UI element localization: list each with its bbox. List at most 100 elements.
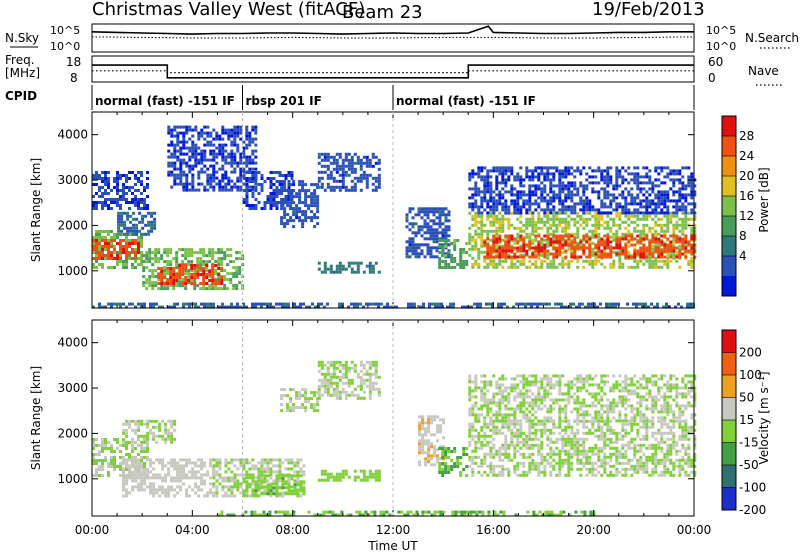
echo-cell bbox=[365, 164, 369, 168]
echo-cell bbox=[332, 167, 336, 171]
echo-cell bbox=[191, 152, 195, 156]
echo-cell bbox=[98, 305, 101, 309]
echo-cell bbox=[184, 287, 188, 291]
echo-cell bbox=[605, 302, 608, 306]
echo-cell bbox=[690, 259, 694, 263]
echo-cell bbox=[507, 175, 511, 179]
echo-cell bbox=[627, 181, 631, 185]
echo-cell bbox=[639, 252, 643, 256]
echo-cell bbox=[137, 207, 140, 210]
echo-cell bbox=[208, 287, 212, 291]
echo-cell bbox=[164, 473, 168, 477]
echo-cell bbox=[149, 302, 152, 306]
echo-cell bbox=[326, 387, 330, 391]
echo-cell bbox=[166, 284, 170, 288]
echo-cell bbox=[202, 260, 206, 264]
echo-cell bbox=[233, 161, 237, 165]
echo-cell bbox=[678, 172, 682, 176]
echo-cell bbox=[164, 491, 168, 495]
echo-cell bbox=[557, 302, 560, 306]
echo-cell bbox=[116, 198, 119, 201]
echo-cell bbox=[248, 134, 252, 138]
echo-cell bbox=[257, 486, 261, 490]
echo-cell bbox=[293, 483, 297, 487]
echo-cell bbox=[145, 254, 149, 258]
echo-cell bbox=[690, 226, 694, 230]
echo-cell bbox=[137, 476, 141, 480]
echo-cell bbox=[170, 185, 174, 189]
echo-cell bbox=[594, 252, 598, 256]
echo-cell bbox=[152, 437, 156, 441]
echo-cell bbox=[188, 485, 192, 489]
echo-cell bbox=[196, 260, 200, 264]
echo-cell bbox=[513, 246, 517, 250]
echo-cell bbox=[173, 461, 177, 465]
echo-cell bbox=[675, 223, 679, 227]
echo-cell bbox=[414, 252, 418, 256]
echo-cell bbox=[302, 486, 306, 490]
echo-cell bbox=[212, 302, 215, 306]
echo-cell bbox=[633, 178, 637, 182]
echo-cell bbox=[561, 229, 565, 233]
echo-cell bbox=[182, 182, 186, 186]
echo-cell bbox=[119, 251, 122, 254]
echo-cell bbox=[558, 220, 562, 224]
echo-cell bbox=[138, 229, 142, 233]
echo-cell bbox=[657, 223, 661, 227]
echo-cell bbox=[603, 205, 607, 209]
echo-cell bbox=[519, 181, 523, 185]
echo-cell bbox=[116, 257, 119, 260]
echo-cell bbox=[480, 190, 484, 194]
echo-cell bbox=[158, 476, 162, 480]
echo-cell bbox=[657, 252, 661, 256]
echo-cell bbox=[654, 259, 658, 263]
echo-cell bbox=[468, 187, 472, 191]
echo-cell bbox=[555, 246, 559, 250]
echo-cell bbox=[560, 305, 563, 309]
echo-cell bbox=[453, 266, 457, 269]
echo-cell bbox=[131, 201, 134, 204]
echo-cell bbox=[528, 220, 532, 224]
echo-cell bbox=[217, 257, 221, 261]
echo-cell bbox=[164, 476, 168, 480]
echo-cell bbox=[537, 265, 541, 269]
echo-cell bbox=[281, 180, 285, 183]
echo-cell bbox=[110, 239, 113, 242]
echo-cell bbox=[188, 182, 192, 186]
echo-cell bbox=[182, 458, 186, 462]
echo-cell bbox=[591, 175, 595, 179]
echo-cell bbox=[633, 208, 637, 212]
echo-cell bbox=[233, 479, 237, 483]
echo-cell bbox=[630, 265, 634, 269]
echo-cell bbox=[690, 252, 694, 256]
echo-cell bbox=[206, 125, 210, 129]
echo-cell bbox=[170, 425, 174, 429]
echo-cell bbox=[453, 245, 457, 248]
echo-cell bbox=[320, 158, 324, 162]
echo-cell bbox=[441, 248, 445, 251]
echo-cell bbox=[528, 246, 532, 250]
echo-cell bbox=[160, 279, 164, 282]
echo-cell bbox=[304, 400, 308, 404]
echo-cell bbox=[528, 190, 532, 194]
echo-cell bbox=[453, 257, 457, 260]
echo-cell bbox=[423, 237, 427, 241]
echo-cell bbox=[302, 480, 306, 484]
echo-cell bbox=[501, 166, 505, 170]
echo-cell bbox=[208, 254, 212, 258]
echo-cell bbox=[654, 193, 658, 197]
echo-cell bbox=[492, 169, 496, 173]
echo-cell bbox=[107, 180, 110, 183]
echo-cell bbox=[128, 186, 131, 189]
echo-cell bbox=[122, 482, 126, 486]
echo-cell bbox=[286, 403, 290, 407]
echo-cell bbox=[498, 237, 502, 241]
echo-cell bbox=[429, 255, 433, 259]
power-colorbar-label: Power [dB] bbox=[757, 167, 771, 232]
echo-cell bbox=[564, 199, 568, 203]
echo-cell bbox=[543, 184, 547, 188]
cpid-modes: normal (fast) -151 IF rbsp 201 IF normal (… bbox=[95, 85, 536, 110]
echo-cell bbox=[245, 458, 249, 462]
echo-cell bbox=[254, 207, 258, 210]
echo-cell bbox=[612, 250, 616, 254]
